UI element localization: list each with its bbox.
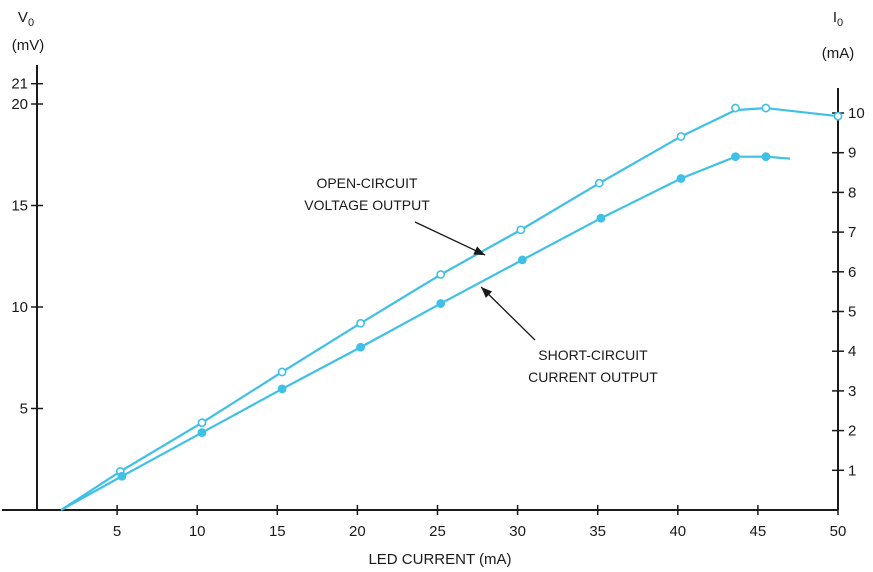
left-axis-unit: (mV) [12,37,45,54]
open-circle-point [731,103,740,113]
open-circle-point [516,225,526,235]
filled-circle-point [197,428,207,437]
x-tick-label: 50 [830,523,847,540]
open-circle-point [761,103,771,113]
annotation-layer: OPEN-CIRCUIT VOLTAGE OUTPUT SHORT-CIRCUIT C… [304,175,658,385]
filled-circle-point [676,174,686,183]
right-y-tick-label: 10 [848,105,865,122]
filled-circle-point [436,299,446,308]
filled-circle-point [518,255,527,265]
right-y-tick-label: 1 [848,462,856,479]
x-tick-label: 45 [750,523,767,540]
annotation-label: CURRENT OUTPUT [528,369,658,385]
right-y-tick-label: 3 [848,383,856,400]
right-y-tick-label: 6 [848,264,856,281]
right-y-tick-label: 4 [848,343,856,360]
annotation-label: OPEN-CIRCUIT [316,175,418,191]
right-axis-symbol: I [833,9,837,26]
left-y-tick-label: 20 [11,96,28,113]
left-y-tick-label: 10 [11,299,28,316]
x-tick-label: 25 [429,523,446,540]
left-y-tick-label: 15 [11,198,28,215]
right-y-tick-label: 8 [848,184,856,201]
x-tick-label: 30 [509,523,526,540]
open-circle-point [594,178,604,188]
x-tick-label: 15 [269,523,286,540]
series-line-short-circuit-current [60,155,791,511]
left-axis-subscript: 0 [28,17,34,29]
x-tick-label: 35 [589,523,606,540]
x-tick-label: 5 [113,523,121,540]
right-y-tick-label: 5 [848,304,856,321]
left-y-tick-label: 21 [11,76,28,93]
open-circle-point [833,111,843,121]
left-axis-title: V0 [18,9,34,29]
annotation-arrowhead [481,287,493,298]
series-layer [60,103,843,511]
right-y-tick-label: 9 [848,145,856,162]
filled-circle-point [277,384,287,394]
open-circle-point [197,418,207,428]
left-axis-symbol: V [18,9,28,26]
annotation-label: VOLTAGE OUTPUT [304,197,430,213]
annotation-arrow [480,286,536,341]
right-y-tick-label: 2 [848,423,856,440]
filled-circle-point [117,471,127,481]
right-y-tick-label: 7 [848,224,856,241]
open-circle-point [436,270,446,279]
open-circle-point [277,367,287,377]
filled-circle-point [761,152,771,162]
annotation-label: SHORT-CIRCUIT [538,347,648,363]
annotation-arrow [414,221,486,256]
series-line-open-circuit-voltage [60,106,839,511]
right-axis-subscript: 0 [837,17,843,29]
right-axis-title: I0 [833,9,843,29]
x-tick-label: 20 [349,523,366,540]
open-circle-point [676,132,686,141]
annotation-arrowhead [473,246,486,256]
x-axis-title: LED CURRENT (mA) [368,551,511,568]
x-tick-label: 10 [189,523,206,540]
right-axis-unit: (mA) [822,45,855,62]
x-tick-label: 40 [669,523,686,540]
filled-circle-point [356,342,366,352]
filled-circle-point [596,213,606,223]
open-circle-point [356,318,366,328]
left-y-tick-label: 5 [20,401,28,418]
filled-circle-point [731,152,740,162]
